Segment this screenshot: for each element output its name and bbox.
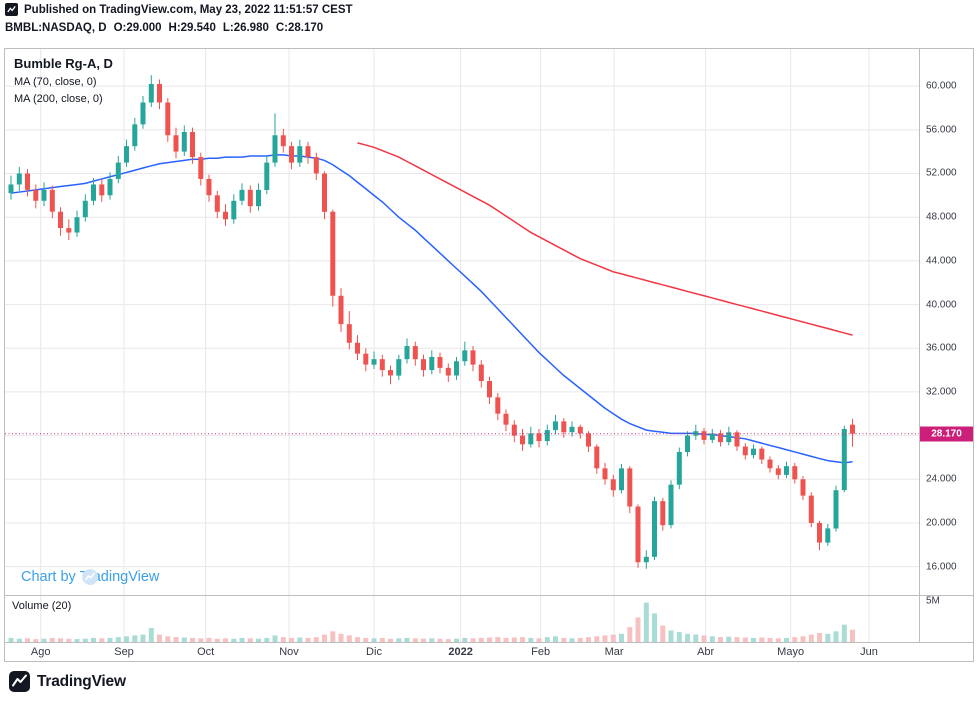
time-axis-label: Jun <box>860 646 878 658</box>
time-axis-label: Nov <box>279 646 299 658</box>
pane-separator[interactable] <box>5 595 973 596</box>
legend-ma70: MA (70, close, 0) <box>14 76 97 89</box>
price-axis-tick: 24.000 <box>926 473 957 485</box>
price-axis-tick: 40.000 <box>926 299 957 311</box>
tradingview-mark-icon <box>5 3 18 16</box>
price-axis-tick: 56.000 <box>926 124 957 136</box>
price-axis-tick: 52.000 <box>926 167 957 179</box>
volume-pane-row: Volume (20) 5M <box>5 595 973 642</box>
price-pane[interactable]: Bumble Rg-A, D MA (70, close, 0) MA (200… <box>5 49 919 595</box>
time-axis-separator <box>5 642 973 643</box>
time-axis-label: 2022 <box>448 646 473 658</box>
price-scale[interactable]: 28.170 60.000 56.000 52.000 48.000 44.000 40.… <box>919 49 973 595</box>
last-price-tag: 28.170 <box>920 426 973 442</box>
symbol-name: BMBL:NASDAQ, D <box>5 22 107 34</box>
price-axis-tick: 20.000 <box>926 517 957 529</box>
price-axis-tick: 44.000 <box>926 255 957 267</box>
time-axis-label: Ago <box>30 646 51 658</box>
footer-brand[interactable]: TradingView <box>37 672 126 690</box>
volume-scale[interactable]: 5M <box>919 595 973 642</box>
publish-bar: Published on TradingView.com, May 23, 20… <box>5 3 353 16</box>
time-axis-label: Dic <box>366 646 382 658</box>
time-axis-label: Abr <box>697 646 715 658</box>
time-axis-labels: Ago Sep Oct Nov Dic 2022 Feb Mar Abr Mayo Jun <box>5 643 919 661</box>
time-axis-label: Sep <box>114 646 134 658</box>
price-pane-row: Bumble Rg-A, D MA (70, close, 0) MA (200… <box>5 49 973 595</box>
publish-text: Published on TradingView.com, May 23, 20… <box>24 3 353 16</box>
legend-ma200: MA (200, close, 0) <box>14 93 103 106</box>
ohlc-close: C:28.170 <box>275 22 324 34</box>
price-axis-tick: 32.000 <box>926 386 957 398</box>
time-axis-label: Oct <box>197 646 215 658</box>
tradingview-logo-icon[interactable] <box>9 671 30 692</box>
price-axis-tick: 60.000 <box>926 80 957 92</box>
volume-pane[interactable]: Volume (20) <box>5 596 919 642</box>
price-axis-tick: 36.000 <box>926 342 957 354</box>
ohlc-low: L:26.980 <box>222 22 269 34</box>
volume-panel-label: Volume (20) <box>12 600 72 612</box>
price-axis-tick: 48.000 <box>926 211 957 223</box>
time-axis[interactable]: Ago Sep Oct Nov Dic 2022 Feb Mar Abr Mayo Jun <box>5 643 973 661</box>
footer: TradingView <box>9 671 126 692</box>
chart-frame: Bumble Rg-A, D MA (70, close, 0) MA (200… <box>4 48 974 662</box>
ohlc-high: H:29.540 <box>168 22 216 34</box>
volume-axis-tick: 5M <box>926 595 940 607</box>
time-axis-label: Mar <box>604 646 624 658</box>
tradingview-watermark-icon <box>82 569 99 585</box>
time-axis-corner <box>919 643 973 661</box>
legend-series-title: Bumble Rg-A, D <box>14 56 113 71</box>
ohlc-open: O:29.000 <box>113 22 162 34</box>
time-axis-label: Mayo <box>777 646 805 658</box>
tradingview-watermark[interactable]: Chart by TradingView <box>21 569 159 585</box>
volume-pane-svg[interactable] <box>5 596 919 642</box>
price-pane-svg[interactable] <box>5 49 919 595</box>
time-axis-label: Feb <box>531 646 551 658</box>
chart-legend: Bumble Rg-A, D MA (70, close, 0) MA (200… <box>14 54 113 108</box>
price-axis-tick: 16.000 <box>926 561 957 573</box>
symbol-bar: BMBL:NASDAQ, D O:29.000 H:29.540 L:26.98… <box>5 22 323 34</box>
